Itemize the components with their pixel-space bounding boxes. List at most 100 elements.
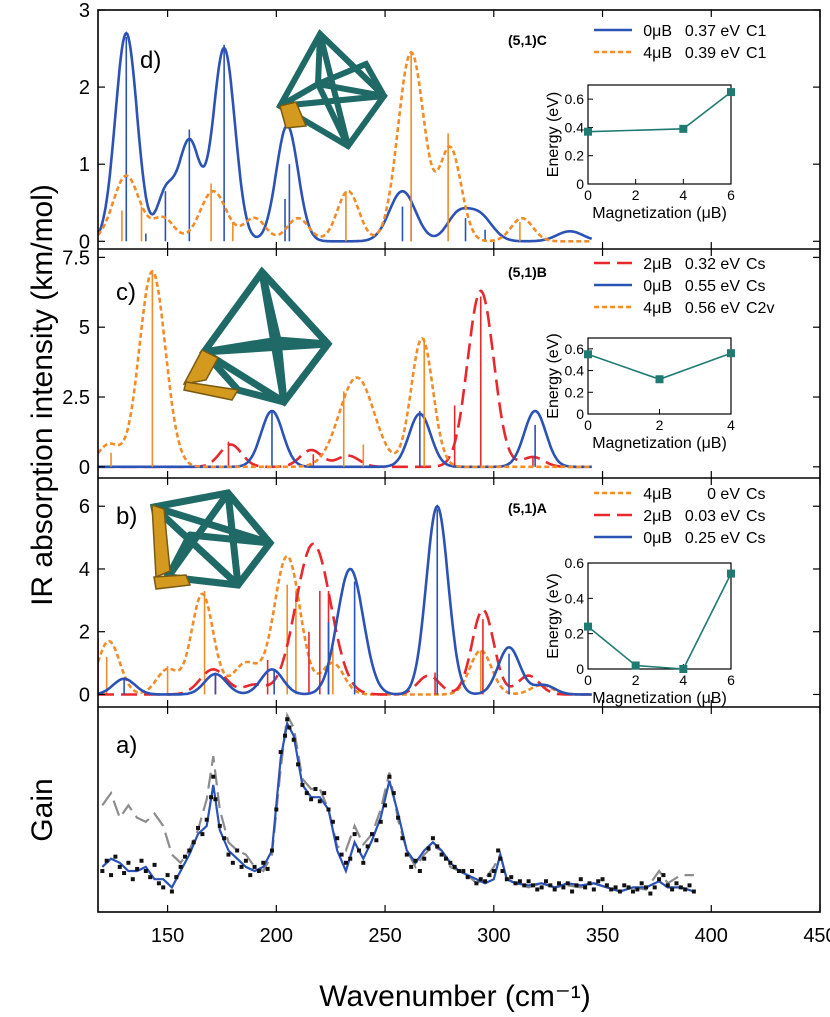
data-point bbox=[361, 860, 366, 865]
cluster-title-c: (5,1)B bbox=[508, 264, 547, 280]
legend-moment: 2μB bbox=[643, 256, 672, 273]
data-point bbox=[461, 869, 466, 873]
data-point bbox=[474, 881, 479, 886]
data-point bbox=[465, 875, 470, 880]
x-tick-label: 400 bbox=[695, 925, 728, 947]
data-point bbox=[570, 889, 575, 894]
inset-point bbox=[584, 350, 592, 359]
data-point bbox=[530, 883, 535, 888]
inset-x-tick-label: 4 bbox=[679, 672, 687, 688]
data-point bbox=[413, 858, 418, 863]
spectrum-line bbox=[98, 50, 592, 243]
legend-energy: 0 eV bbox=[707, 486, 740, 503]
data-point bbox=[274, 807, 279, 812]
y-tick-label: 7.5 bbox=[62, 247, 90, 269]
spectrum-line bbox=[98, 409, 592, 469]
inset-frame bbox=[587, 84, 732, 185]
data-point bbox=[448, 860, 453, 865]
y-tick-label: 0 bbox=[79, 231, 90, 253]
data-point bbox=[356, 848, 361, 853]
y-tick-label: 2.5 bbox=[62, 387, 90, 409]
data-point bbox=[383, 803, 388, 808]
panel-label-c: c) bbox=[116, 279, 136, 306]
data-point bbox=[691, 889, 696, 894]
cluster-title-b: (5,1)A bbox=[508, 500, 547, 516]
series-2 bbox=[100, 717, 696, 896]
legend-symmetry: C1 bbox=[746, 45, 767, 62]
data-point bbox=[500, 869, 505, 873]
inset-y-tick-label: 0.6 bbox=[565, 555, 585, 571]
data-point bbox=[409, 864, 414, 869]
data-point bbox=[313, 787, 318, 791]
data-point bbox=[522, 883, 527, 888]
legend-symmetry: Cs bbox=[746, 530, 766, 547]
data-point bbox=[161, 885, 166, 890]
data-point bbox=[222, 836, 227, 841]
data-point bbox=[435, 844, 440, 849]
data-point bbox=[583, 885, 588, 890]
x-tick-label: 150 bbox=[151, 925, 184, 947]
y-axis-title: IR absorption intensity (km/mol) bbox=[26, 184, 59, 606]
spectrum-line bbox=[98, 504, 592, 696]
data-point bbox=[498, 856, 503, 861]
data-point bbox=[387, 774, 392, 779]
inset-point bbox=[631, 661, 640, 670]
data-point bbox=[665, 883, 670, 888]
gain-line bbox=[101, 711, 694, 893]
legend-moment: 0μB bbox=[643, 530, 672, 547]
data-point bbox=[211, 774, 216, 779]
data-point bbox=[457, 869, 461, 873]
data-point bbox=[609, 887, 614, 892]
data-point bbox=[191, 840, 196, 845]
inset-x-label: Magnetization (μB) bbox=[592, 435, 727, 452]
data-point bbox=[178, 864, 183, 869]
data-point bbox=[100, 869, 105, 873]
legend-energy: 0.55 eV bbox=[685, 278, 740, 295]
data-point bbox=[404, 852, 409, 857]
inset-y-label: Energy (eV) bbox=[545, 333, 562, 418]
data-point bbox=[422, 856, 427, 861]
data-point bbox=[187, 848, 192, 853]
data-point bbox=[256, 869, 261, 873]
data-point bbox=[600, 877, 605, 882]
data-point bbox=[248, 873, 253, 878]
series-0 bbox=[98, 31, 593, 243]
series-1 bbox=[98, 50, 592, 243]
panel-label-a: a) bbox=[116, 732, 137, 759]
panel-a: a) bbox=[100, 711, 696, 896]
data-point bbox=[517, 879, 522, 884]
data-point bbox=[374, 838, 379, 843]
data-point bbox=[339, 852, 344, 857]
inset-point bbox=[679, 124, 688, 133]
legend-moment: 2μB bbox=[643, 508, 672, 525]
data-point bbox=[661, 873, 666, 878]
legend-symmetry: Cs bbox=[746, 486, 766, 503]
data-point bbox=[635, 887, 640, 892]
inset-point bbox=[727, 349, 735, 358]
gain-axis-title: Gain bbox=[26, 778, 59, 841]
data-point bbox=[243, 858, 248, 863]
inset-point bbox=[584, 622, 592, 631]
inset-x-tick-label: 4 bbox=[727, 417, 735, 433]
y-tick-label: 2 bbox=[79, 622, 90, 644]
inset-point bbox=[727, 569, 735, 578]
inset-x-label: Magnetization (μB) bbox=[592, 205, 727, 222]
data-point bbox=[670, 887, 675, 892]
inset-point bbox=[655, 375, 664, 384]
legend-moment: 4μB bbox=[643, 45, 672, 62]
data-point bbox=[604, 883, 609, 888]
legend-symmetry: Cs bbox=[746, 508, 766, 525]
data-point bbox=[182, 854, 187, 859]
data-point bbox=[509, 875, 514, 880]
data-point bbox=[578, 877, 583, 882]
spectrum-line bbox=[98, 269, 592, 469]
data-point bbox=[130, 877, 135, 882]
data-point bbox=[322, 791, 327, 796]
data-point bbox=[196, 825, 201, 830]
inset-x-tick-label: 0 bbox=[584, 187, 592, 203]
data-point bbox=[156, 881, 161, 886]
data-point bbox=[491, 869, 496, 873]
data-point bbox=[687, 883, 692, 888]
series-0 bbox=[98, 289, 592, 469]
